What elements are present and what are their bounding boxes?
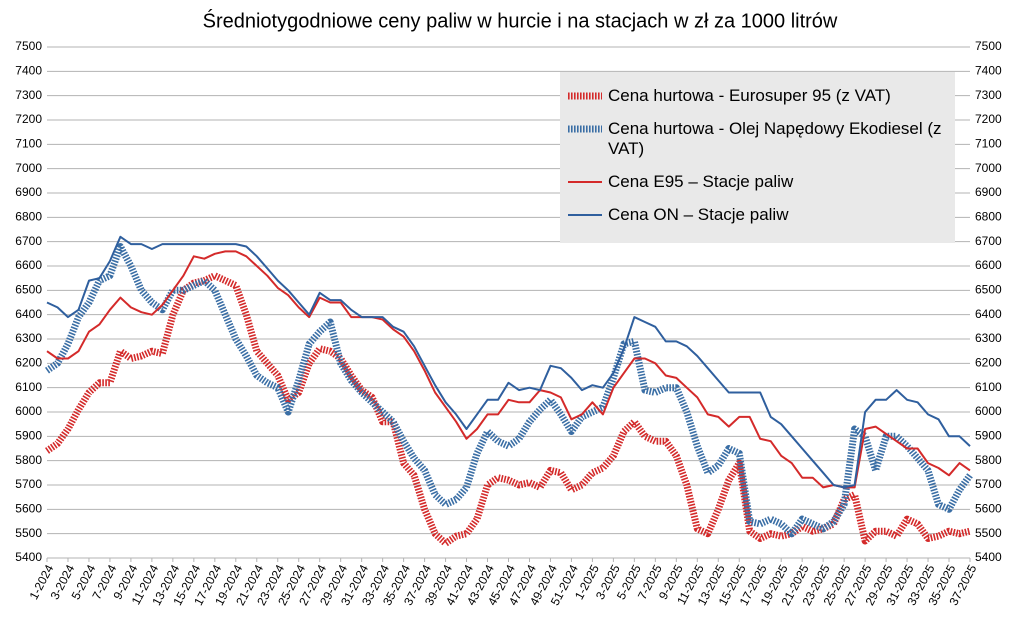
- y2-tick-label: 6200: [975, 356, 1002, 370]
- series-line: [46, 250, 971, 489]
- y2-tick-label: 5600: [975, 502, 1002, 516]
- legend-entry: Cena E95 – Stacje paliw: [566, 172, 947, 192]
- y-tick-label: 6800: [15, 210, 42, 224]
- legend-label: Cena hurtowa - Eurosuper 95 (z VAT): [608, 86, 891, 105]
- y-tick-label: 5400: [15, 550, 42, 564]
- y2-tick-label: 5800: [975, 453, 1002, 467]
- y-tick-label: 5700: [15, 477, 42, 491]
- y-tick-label: 6500: [15, 283, 42, 297]
- y-tick-label: 6200: [15, 356, 42, 370]
- chart-title: Średniotygodniowe ceny paliw w hurcie i …: [203, 8, 838, 32]
- y2-tick-label: 5900: [975, 429, 1002, 443]
- legend: Cena hurtowa - Eurosuper 95 (z VAT) Cena …: [560, 72, 955, 243]
- y2-tick-label: 6700: [975, 234, 1002, 248]
- y-tick-label: 6700: [15, 234, 42, 248]
- y-tick-label: 6600: [15, 258, 42, 272]
- y2-tick-label: 7400: [975, 64, 1002, 78]
- y2-tick-label: 5500: [975, 526, 1002, 540]
- series-line: [45, 243, 973, 538]
- y-tick-label: 5900: [15, 429, 42, 443]
- y2-tick-label: 6300: [975, 331, 1002, 345]
- legend-swatch: [568, 125, 602, 133]
- series-line: [45, 272, 971, 547]
- y-tick-label: 6900: [15, 185, 42, 199]
- legend-label: Cena E95 – Stacje paliw: [608, 172, 794, 191]
- y-tick-label: 7200: [15, 112, 42, 126]
- y2-tick-label: 7500: [975, 39, 1002, 53]
- legend-swatch: [568, 214, 602, 216]
- y2-tick-label: 7200: [975, 112, 1002, 126]
- y2-tick-label: 7300: [975, 88, 1002, 102]
- y2-tick-label: 7000: [975, 161, 1002, 175]
- y2-tick-label: 6600: [975, 258, 1002, 272]
- legend-entry: Cena hurtowa - Olej Napędowy Ekodiesel (…: [566, 119, 947, 159]
- y-tick-label: 7400: [15, 64, 42, 78]
- y2-tick-label: 6800: [975, 210, 1002, 224]
- y2-tick-label: 5400: [975, 550, 1002, 564]
- y-tick-label: 5600: [15, 502, 42, 516]
- y-tick-label: 6300: [15, 331, 42, 345]
- y-tick-label: 7500: [15, 39, 42, 53]
- y-tick-label: 7300: [15, 88, 42, 102]
- y2-tick-label: 6900: [975, 185, 1002, 199]
- legend-entry: Cena ON – Stacje paliw: [566, 205, 947, 225]
- y2-tick-label: 5700: [975, 477, 1002, 491]
- y2-tick-label: 6400: [975, 307, 1002, 321]
- y-tick-label: 6400: [15, 307, 42, 321]
- y-tick-label: 5500: [15, 526, 42, 540]
- legend-swatch: [568, 181, 602, 183]
- y2-tick-label: 6500: [975, 283, 1002, 297]
- y2-tick-label: 6000: [975, 404, 1002, 418]
- y-tick-label: 6100: [15, 380, 42, 394]
- legend-label: Cena hurtowa - Olej Napędowy Ekodiesel (…: [608, 119, 942, 158]
- legend-entry: Cena hurtowa - Eurosuper 95 (z VAT): [566, 86, 947, 106]
- y-tick-label: 7100: [15, 137, 42, 151]
- legend-swatch: [568, 92, 602, 100]
- y2-tick-label: 6100: [975, 380, 1002, 394]
- y-tick-label: 5800: [15, 453, 42, 467]
- series-line: [46, 235, 971, 489]
- y-tick-label: 6000: [15, 404, 42, 418]
- legend-label: Cena ON – Stacje paliw: [608, 205, 789, 224]
- y2-tick-label: 7100: [975, 137, 1002, 151]
- y-tick-label: 7000: [15, 161, 42, 175]
